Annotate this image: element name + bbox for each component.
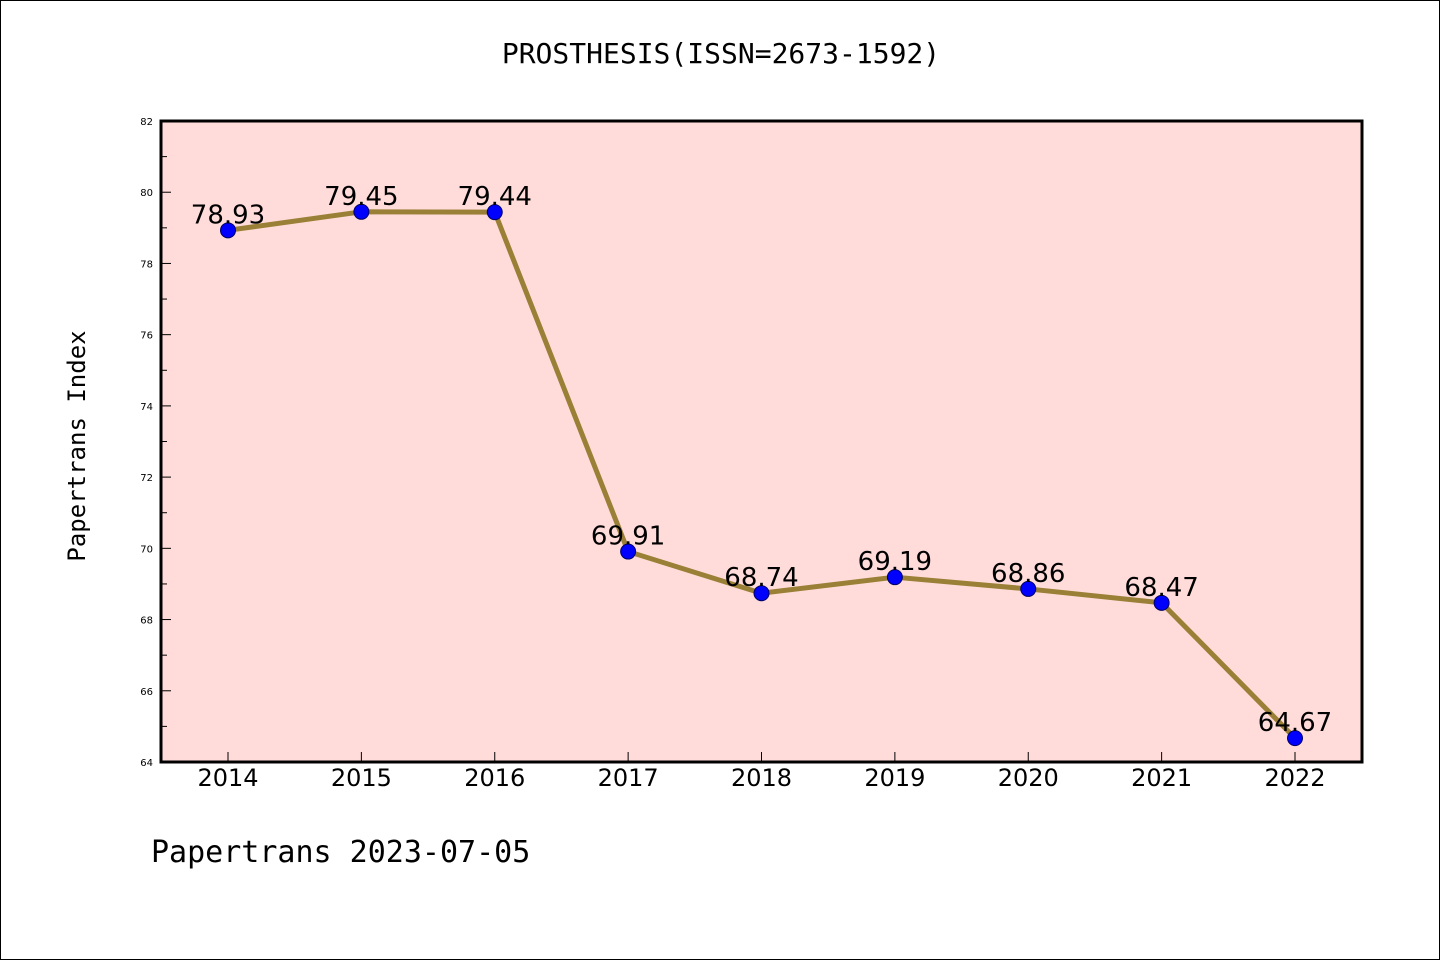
x-tick-label: 2019: [864, 764, 925, 792]
y-tick-label: 82: [140, 117, 153, 128]
x-tick-label: 2022: [1264, 764, 1325, 792]
data-point: [886, 569, 903, 586]
x-tick-label: 2021: [1131, 764, 1192, 792]
x-tick-label: 2016: [464, 764, 525, 792]
data-label: 68.74: [724, 563, 798, 593]
data-point: [220, 222, 236, 239]
x-tick-label: 2018: [731, 764, 792, 792]
data-point: [486, 204, 503, 221]
y-tick-label: 76: [140, 331, 153, 342]
data-point: [753, 585, 770, 602]
data-label: 79.45: [324, 182, 398, 212]
data-label: 79.44: [458, 182, 532, 212]
plot-area: [161, 121, 1362, 762]
footer-watermark: Papertrans 2023-07-05: [151, 835, 531, 870]
data-point: [1153, 594, 1170, 611]
x-tick-label: 2014: [197, 764, 258, 792]
plot-frame: [159, 119, 1364, 764]
data-point: [620, 543, 637, 560]
x-tick-label: 2020: [998, 764, 1059, 792]
chart-title: PROSTHESIS(ISSN=2673-1592): [501, 37, 941, 70]
y-tick-label: 68: [140, 616, 153, 627]
data-label: 69.19: [858, 547, 932, 577]
data-point: [1287, 730, 1303, 747]
y-tick-label: 80: [140, 188, 153, 199]
y-tick-label: 64: [140, 758, 153, 769]
data-point: [1020, 580, 1037, 597]
data-label: 78.93: [191, 200, 265, 230]
data-label: 69.91: [591, 522, 665, 552]
data-label: 68.86: [991, 559, 1065, 589]
data-point: [353, 203, 370, 220]
y-tick-label: 74: [140, 402, 153, 413]
y-tick-label: 72: [140, 473, 153, 484]
x-tick-label: 2015: [331, 764, 392, 792]
y-tick-label: 66: [140, 687, 153, 698]
x-tick-label: 2017: [598, 764, 659, 792]
data-label: 64.67: [1258, 708, 1332, 738]
y-tick-label: 70: [140, 544, 153, 555]
data-label: 68.47: [1124, 573, 1198, 603]
y-tick-label: 78: [140, 259, 153, 270]
